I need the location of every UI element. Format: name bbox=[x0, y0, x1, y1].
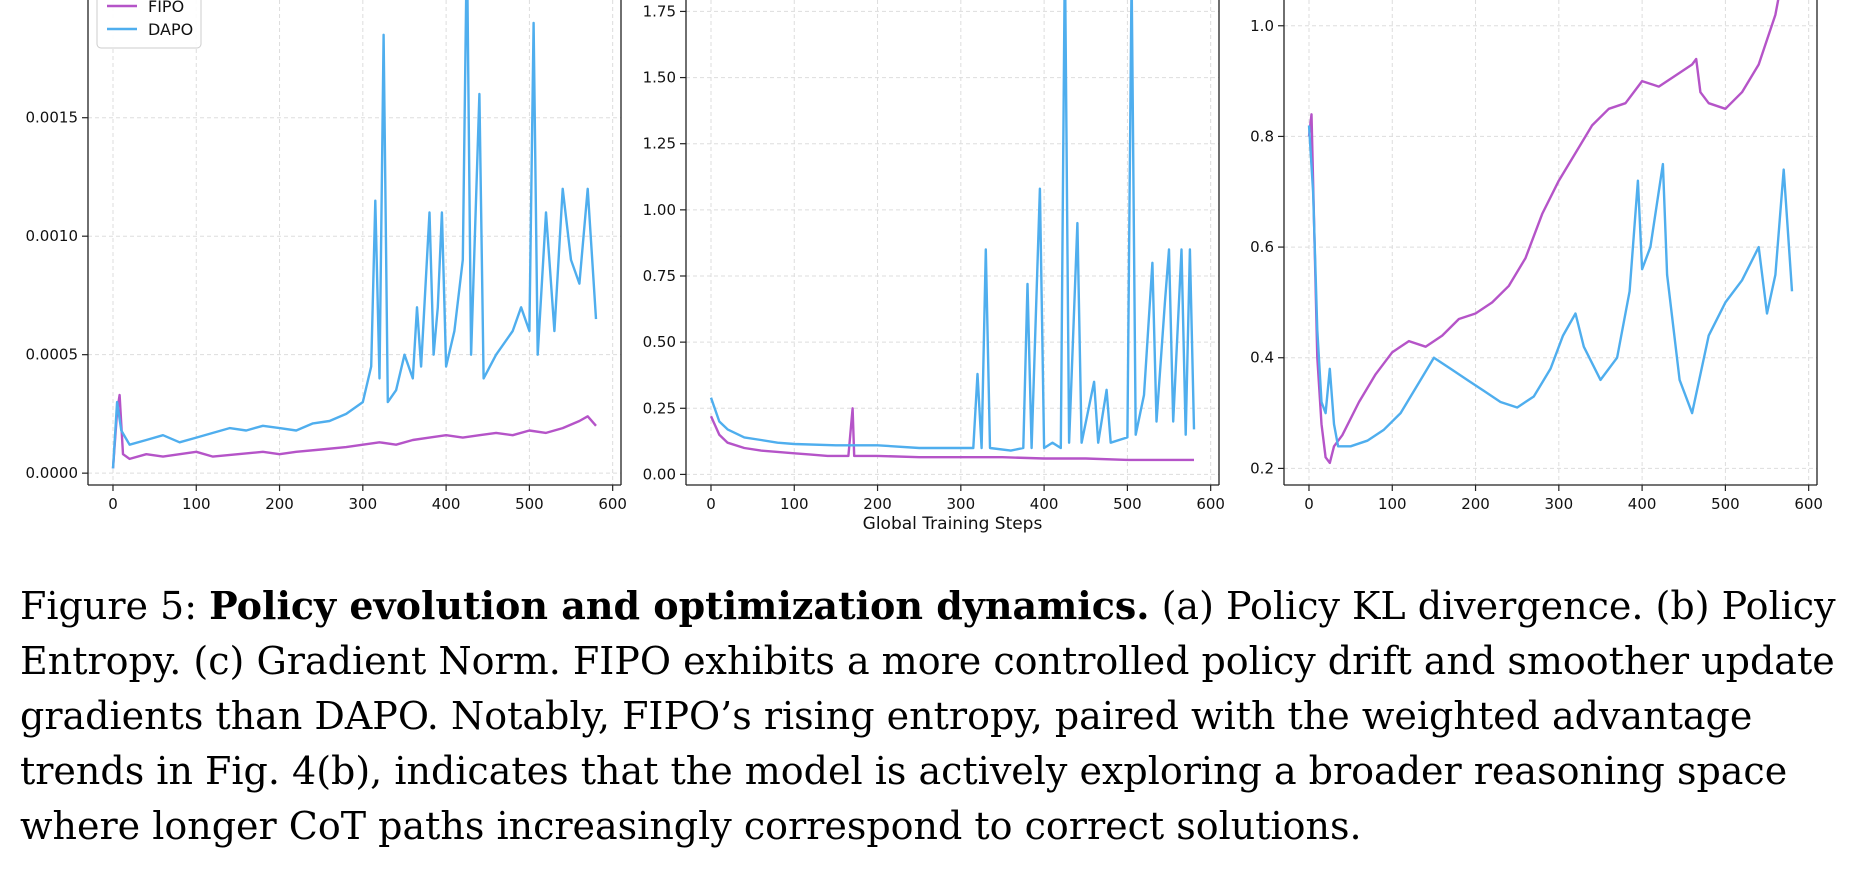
kl-x-tick-label: 0 bbox=[108, 495, 118, 513]
gradient-norm-panel: 0 100 200 300 400 500 600 0.2 0.4 0.6 0.8 1.0 bbox=[1250, 0, 1823, 513]
entropy-x-tick-label: 600 bbox=[1196, 495, 1225, 513]
entropy-y-tick-label: 1.25 bbox=[643, 135, 676, 153]
kl-x-tick-label: 100 bbox=[182, 495, 211, 513]
kl-x-tick-label: 400 bbox=[432, 495, 461, 513]
gradnorm-y-tick-label: 0.6 bbox=[1250, 238, 1274, 256]
entropy-x-axis-label: Global Training Steps bbox=[863, 514, 1043, 534]
kl-legend-box bbox=[96, 0, 202, 49]
kl-y-tick-label: 0.0005 bbox=[26, 346, 79, 364]
entropy-x-tick-label: 300 bbox=[947, 495, 976, 513]
kl-x-tick-label: 300 bbox=[349, 495, 378, 513]
gradnorm-y-tick-label: 0.4 bbox=[1250, 349, 1274, 367]
kl-series-fipo bbox=[111, 393, 597, 469]
kl-legend: FIPO DAPO bbox=[96, 0, 202, 49]
gradnorm-series-fipo bbox=[1307, 0, 1780, 465]
gradnorm-x-tick-label: 300 bbox=[1545, 495, 1574, 513]
gradnorm-x-tick-label: 400 bbox=[1628, 495, 1657, 513]
kl-x-tick-label: 200 bbox=[265, 495, 294, 513]
gradnorm-x-tick-label: 100 bbox=[1378, 495, 1407, 513]
entropy-x-tick-label: 500 bbox=[1113, 495, 1142, 513]
gradnorm-x-tick-label: 600 bbox=[1794, 495, 1823, 513]
gradnorm-y-tick-label: 0.8 bbox=[1250, 127, 1274, 145]
kl-x-tick-label: 600 bbox=[598, 495, 627, 513]
gradnorm-x-tick-label: 200 bbox=[1461, 495, 1490, 513]
gradnorm-x-tick-label: 0 bbox=[1304, 495, 1314, 513]
entropy-y-tick-label: 0.50 bbox=[643, 333, 676, 351]
gradnorm-x-tick-label: 500 bbox=[1711, 495, 1740, 513]
entropy-x-tick-label: 0 bbox=[706, 495, 716, 513]
entropy-y-tick-label: 0.75 bbox=[643, 267, 676, 285]
entropy-panel: 0 100 200 300 400 500 600 0.00 0.25 0.50 0.75 1.00 1… bbox=[643, 0, 1225, 534]
entropy-series-fipo bbox=[709, 407, 1194, 462]
figure-label: Figure 5: bbox=[20, 584, 198, 628]
entropy-x-tick-label: 400 bbox=[1030, 495, 1059, 513]
kl-y-tick-label: 0.0000 bbox=[26, 464, 79, 482]
gradnorm-y-tick-label: 1.0 bbox=[1250, 17, 1274, 35]
caption-body: (a) Policy KL divergence. (b) Policy Ent… bbox=[20, 584, 1836, 848]
gradnorm-y-tick-label: 0.2 bbox=[1250, 459, 1274, 477]
figure-caption: Figure 5: Policy evolution and optimizat… bbox=[20, 578, 1840, 854]
kl-y-tick-label: 0.0010 bbox=[26, 227, 79, 245]
entropy-y-tick-label: 0.25 bbox=[643, 399, 676, 417]
entropy-y-tick-label: 1.00 bbox=[643, 201, 676, 219]
entropy-x-tick-label: 200 bbox=[863, 495, 892, 513]
kl-x-tick-label: 500 bbox=[515, 495, 544, 513]
entropy-y-tick-label: 1.50 bbox=[643, 69, 676, 87]
entropy-series-dapo bbox=[709, 0, 1196, 452]
figure-charts: 0 100 200 300 400 500 6000.00000.00050.00100.0… bbox=[26, 0, 1823, 534]
entropy-x-tick-label: 100 bbox=[780, 495, 809, 513]
kl-divergence-panel: 0 100 200 300 400 500 600 0.0000 0.0005 0.0010 0.0… bbox=[26, 0, 627, 513]
caption-title: Policy evolution and optimization dynami… bbox=[209, 583, 1150, 628]
kl-legend-label-fipo: FIPO bbox=[148, 0, 184, 16]
entropy-y-tick-label: 1.75 bbox=[643, 2, 676, 20]
kl-series-dapo bbox=[111, 0, 598, 469]
gradnorm-series-dapo bbox=[1307, 125, 1794, 448]
entropy-y-tick-label: 0.00 bbox=[643, 465, 676, 483]
kl-y-tick-label: 0.0015 bbox=[26, 109, 79, 127]
kl-legend-label-dapo: DAPO bbox=[148, 20, 193, 39]
